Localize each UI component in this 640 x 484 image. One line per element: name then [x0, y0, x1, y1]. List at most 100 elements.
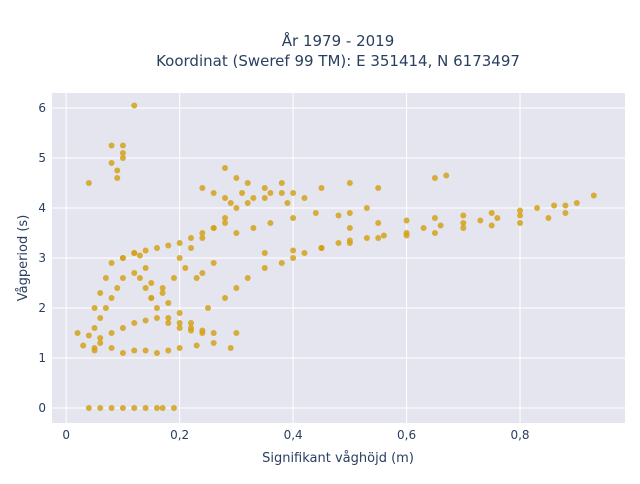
data-point	[193, 275, 200, 281]
data-point	[85, 180, 92, 186]
data-point	[431, 230, 438, 236]
chart-title: År 1979 - 2019	[282, 31, 395, 50]
data-point	[108, 330, 115, 336]
data-point	[488, 210, 495, 216]
data-point	[187, 327, 194, 334]
data-point	[517, 212, 524, 219]
data-point	[443, 172, 450, 179]
data-point	[244, 200, 251, 206]
data-point	[108, 405, 115, 411]
data-point	[227, 200, 234, 206]
data-point	[494, 215, 501, 221]
data-point	[431, 215, 438, 221]
data-point	[301, 250, 308, 256]
data-point	[176, 255, 183, 261]
data-point	[278, 180, 285, 186]
data-point	[222, 220, 229, 226]
data-point	[131, 320, 138, 326]
data-point	[222, 195, 229, 201]
data-point	[278, 190, 285, 196]
data-point	[97, 405, 104, 411]
data-point	[488, 222, 495, 229]
data-point	[91, 305, 98, 311]
data-point	[114, 285, 121, 291]
data-point	[108, 160, 115, 166]
data-point	[363, 235, 370, 241]
data-point	[85, 332, 92, 339]
data-point	[148, 295, 155, 301]
data-point	[199, 230, 206, 236]
data-point	[284, 200, 291, 206]
y-axis-ticks: 0 1 2 3 4 5 6	[38, 101, 46, 415]
data-point	[159, 285, 166, 291]
data-point	[119, 255, 126, 261]
data-point	[335, 240, 342, 246]
data-point	[187, 320, 194, 326]
data-point	[346, 240, 353, 246]
data-point	[176, 310, 183, 316]
data-point	[142, 317, 149, 324]
data-point	[119, 150, 126, 156]
data-point	[573, 200, 580, 206]
data-point	[545, 215, 552, 221]
data-point	[108, 142, 115, 149]
data-point	[142, 247, 149, 254]
data-point	[119, 325, 126, 331]
x-tick-label: 0,4	[284, 428, 303, 442]
data-point	[193, 342, 200, 349]
y-axis-title: Vågperiod (s)	[16, 215, 31, 302]
x-tick-label: 0	[62, 428, 70, 442]
x-tick-label: 0,6	[397, 428, 416, 442]
data-point	[301, 195, 308, 201]
x-tick-label: 0,2	[170, 428, 189, 442]
data-point	[176, 345, 183, 351]
data-point	[244, 180, 251, 186]
data-point	[97, 335, 104, 341]
data-point	[165, 300, 172, 306]
data-point	[290, 190, 297, 196]
y-tick-label: 0	[38, 401, 46, 415]
data-point	[244, 275, 251, 281]
data-point	[187, 235, 194, 241]
data-point	[380, 232, 387, 239]
data-point	[119, 155, 126, 161]
y-tick-label: 3	[38, 251, 46, 265]
data-point	[517, 220, 524, 226]
data-point	[170, 275, 177, 281]
data-point	[290, 215, 297, 221]
data-point	[590, 192, 597, 199]
data-point	[375, 235, 382, 241]
data-point	[176, 325, 183, 331]
data-point	[346, 180, 353, 186]
data-point	[267, 220, 274, 226]
data-point	[153, 305, 160, 311]
data-point	[210, 190, 217, 196]
data-point	[176, 240, 183, 246]
data-point	[131, 250, 138, 256]
data-point	[250, 195, 257, 201]
data-point	[233, 175, 240, 181]
data-point	[159, 290, 166, 296]
data-point	[182, 265, 189, 271]
data-point	[233, 330, 240, 336]
data-point	[261, 195, 268, 201]
data-point	[153, 350, 160, 356]
data-point	[142, 265, 149, 271]
data-point	[210, 340, 217, 346]
data-point	[114, 175, 121, 181]
data-point	[562, 210, 569, 216]
data-point	[131, 405, 138, 411]
data-point	[142, 347, 149, 354]
data-point	[375, 185, 382, 191]
data-point	[153, 405, 160, 411]
data-point	[102, 275, 109, 281]
data-point	[290, 255, 297, 261]
data-point	[108, 260, 115, 266]
y-tick-label: 5	[38, 151, 46, 165]
data-point	[153, 315, 160, 321]
data-point	[97, 290, 104, 296]
data-point	[233, 285, 240, 291]
data-point	[159, 405, 166, 411]
data-point	[97, 340, 104, 346]
